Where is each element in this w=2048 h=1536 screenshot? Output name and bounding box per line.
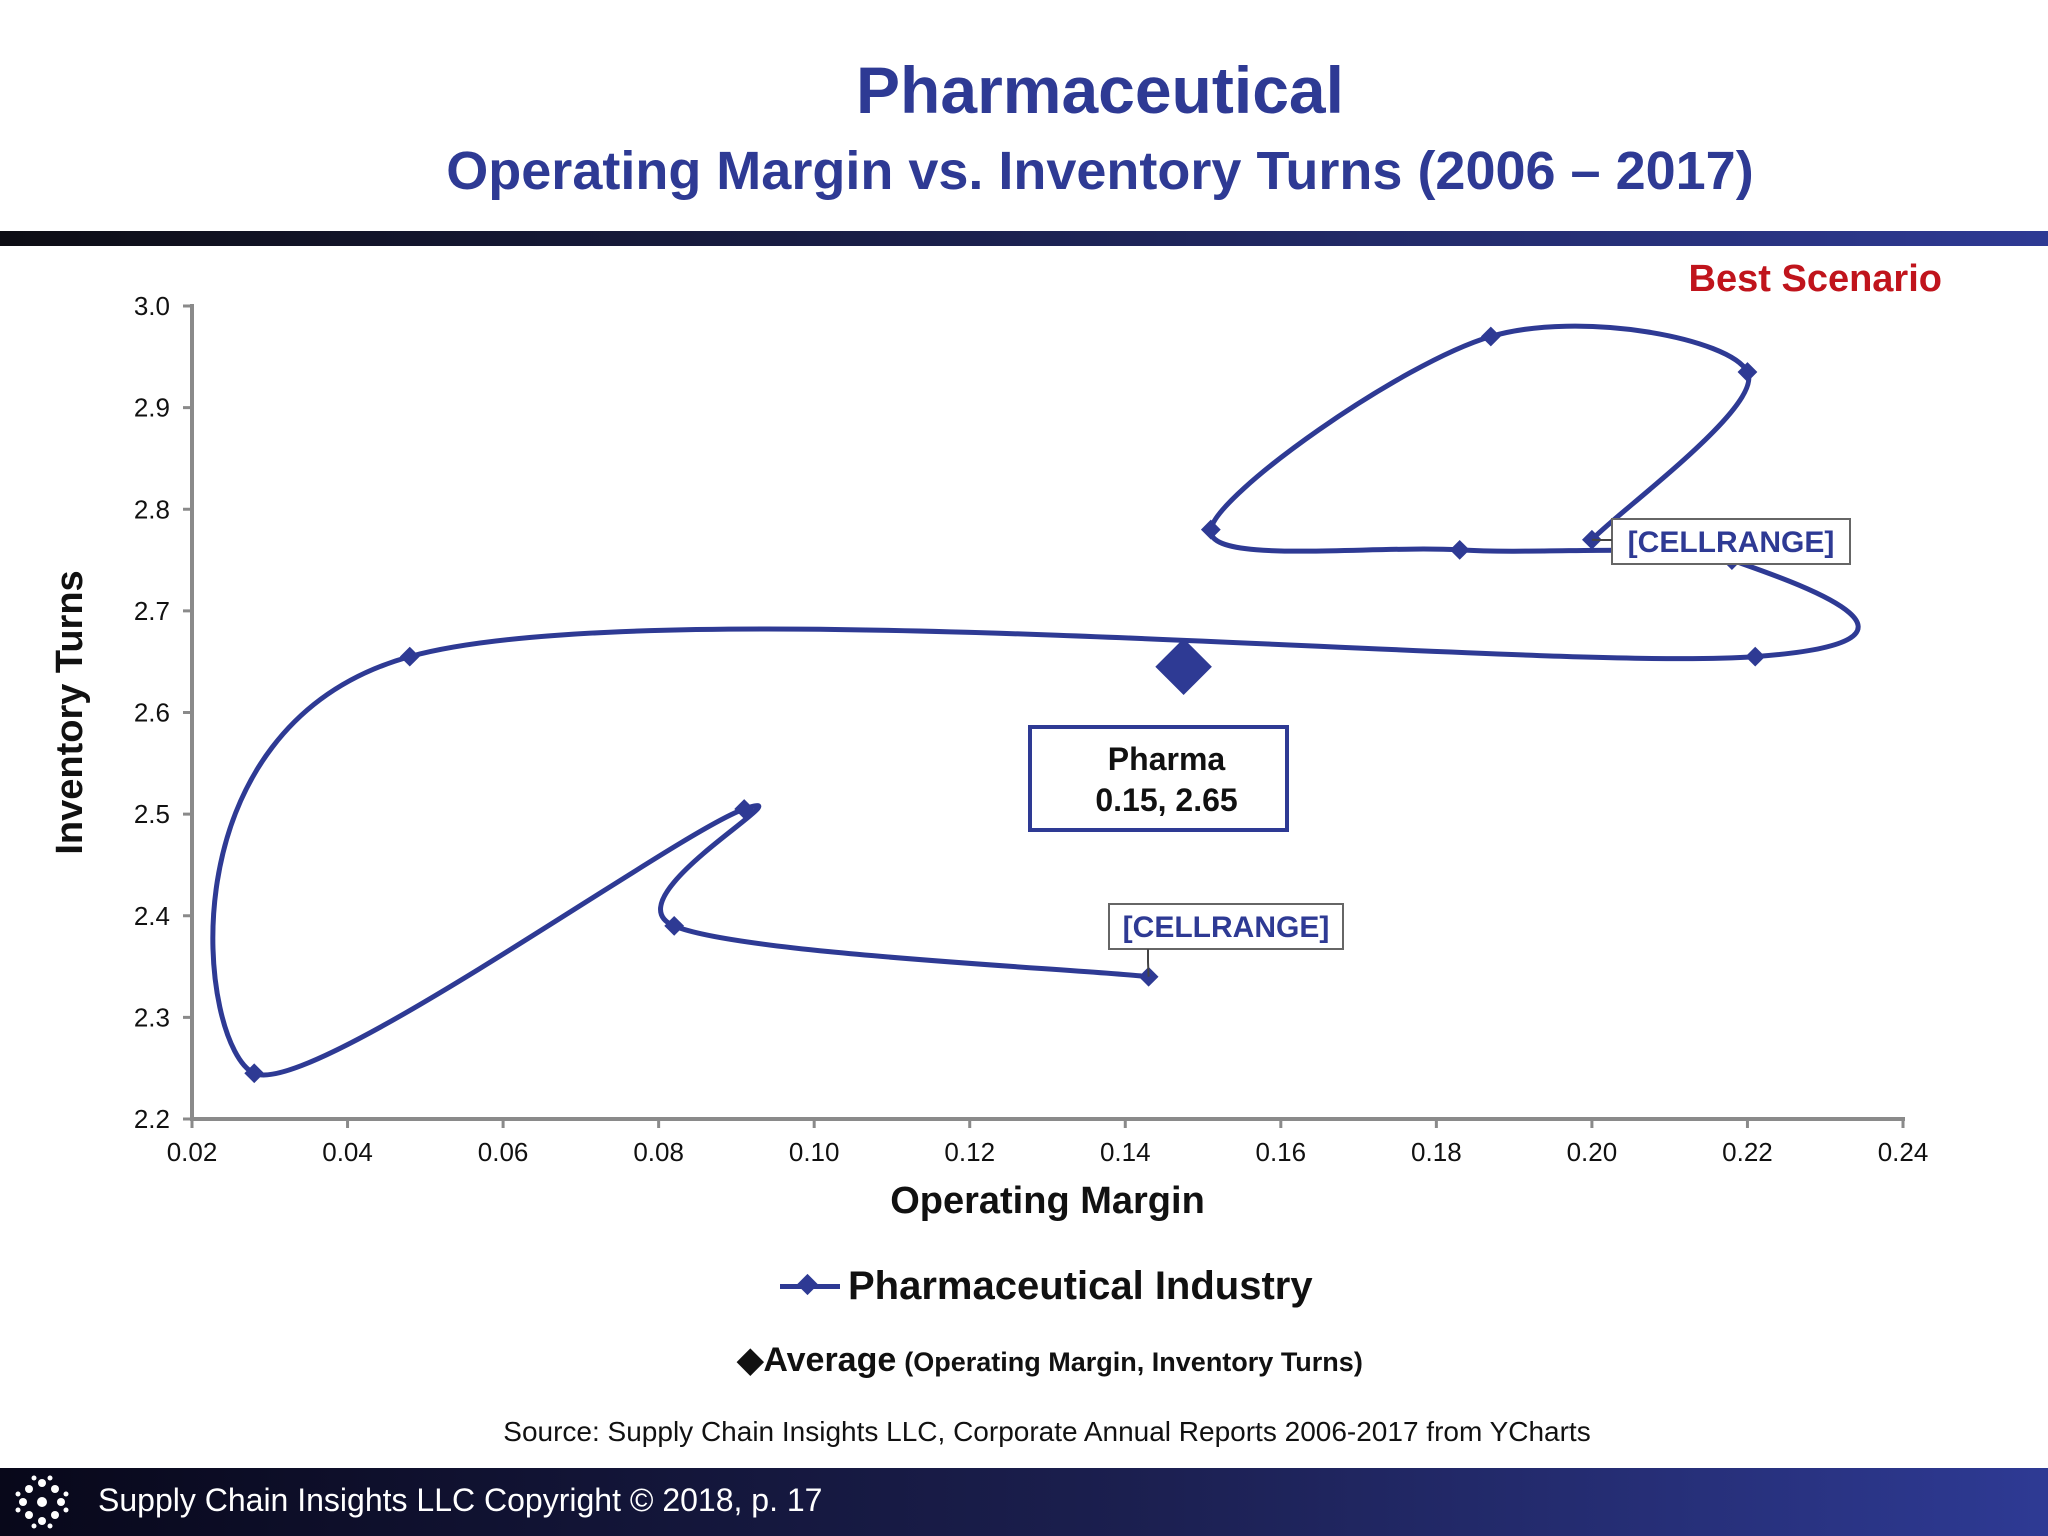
footer-copyright: Supply Chain Insights LLC Copyright © 20…: [98, 1482, 823, 1518]
y-tick-label: 2.2: [134, 1104, 170, 1134]
header-divider: [0, 231, 2048, 246]
annotation-label: [CELLRANGE]: [1123, 911, 1330, 944]
page-subtitle: Operating Margin vs. Inventory Turns (20…: [446, 141, 1754, 201]
series-line: [210, 323, 1861, 1078]
x-tick-label: 0.06: [478, 1137, 529, 1167]
x-tick-label: 0.20: [1567, 1137, 1618, 1167]
scatter-chart: 2.2 2.3 2.4 2.5 2.6 2.7 2.8 2.9 3.0 0.02 0.04 0.06 0…: [49, 291, 1929, 1222]
average-point: [1155, 638, 1212, 696]
y-axis-label: Inventory Turns: [49, 570, 91, 854]
x-tick-label: 0.02: [167, 1137, 218, 1167]
callout-line-2: 0.15, 2.65: [1095, 782, 1237, 818]
x-tick-label: 0.22: [1722, 1137, 1773, 1167]
annotation-label: [CELLRANGE]: [1628, 526, 1835, 559]
x-tick-label: 0.12: [944, 1137, 995, 1167]
annotation-leader: [1147, 949, 1150, 977]
x-tick-label: 0.04: [322, 1137, 373, 1167]
x-axis-label: Operating Margin: [890, 1180, 1205, 1222]
data-point: [734, 799, 755, 819]
y-tick-label: 2.5: [134, 799, 170, 829]
annotation-box: [1611, 518, 1851, 565]
callout-line-1: Pharma: [1108, 741, 1226, 777]
data-point: [399, 646, 420, 667]
average-label: Average: [763, 1341, 897, 1379]
annotation-box: [1108, 903, 1344, 950]
callout-box: [1028, 725, 1289, 832]
legend-series-line: [780, 1273, 840, 1295]
x-tick-label: 0.16: [1256, 1137, 1307, 1167]
source-note: Source: Supply Chain Insights LLC, Corpo…: [503, 1416, 1591, 1447]
y-tick-label: 2.7: [134, 596, 170, 626]
legend-diamond-icon: [796, 1273, 819, 1295]
best-scenario-label: Best Scenario: [1688, 258, 1942, 300]
data-point: [1737, 362, 1758, 382]
average-sublabel: (Operating Margin, Inventory Turns): [904, 1347, 1363, 1377]
data-point: [1449, 540, 1470, 560]
data-point: [1745, 646, 1766, 667]
y-tick-label: 3.0: [134, 291, 170, 321]
x-tick-label: 0.24: [1878, 1137, 1929, 1167]
y-tick-label: 2.8: [134, 494, 170, 524]
legend: Pharmaceutical Industry: [780, 1258, 1313, 1314]
data-point: [664, 916, 685, 936]
x-tick-label: 0.18: [1411, 1137, 1462, 1167]
y-tick-label: 2.9: [134, 393, 170, 423]
page-title: Pharmaceutical: [856, 53, 1344, 127]
x-tick-label: 0.14: [1100, 1137, 1151, 1167]
company-logo-icon: [15, 1475, 69, 1529]
average-diamond-icon: ◆: [737, 1341, 764, 1379]
data-point: [1480, 326, 1501, 347]
y-tick-label: 2.6: [134, 698, 170, 728]
x-tick-label: 0.10: [789, 1137, 840, 1167]
data-point: [244, 1063, 265, 1084]
data-point: [1200, 519, 1221, 540]
x-tick-label: 0.08: [633, 1137, 684, 1167]
y-tick-label: 2.4: [134, 901, 170, 931]
legend-series-label: Pharmaceutical Industry: [848, 1263, 1313, 1308]
y-tick-label: 2.3: [134, 1002, 170, 1032]
average-legend: ◆Average (Operating Margin, Inventory Tur…: [0, 1340, 2048, 1380]
footer-bar: Supply Chain Insights LLC Copyright © 20…: [0, 1468, 2048, 1536]
